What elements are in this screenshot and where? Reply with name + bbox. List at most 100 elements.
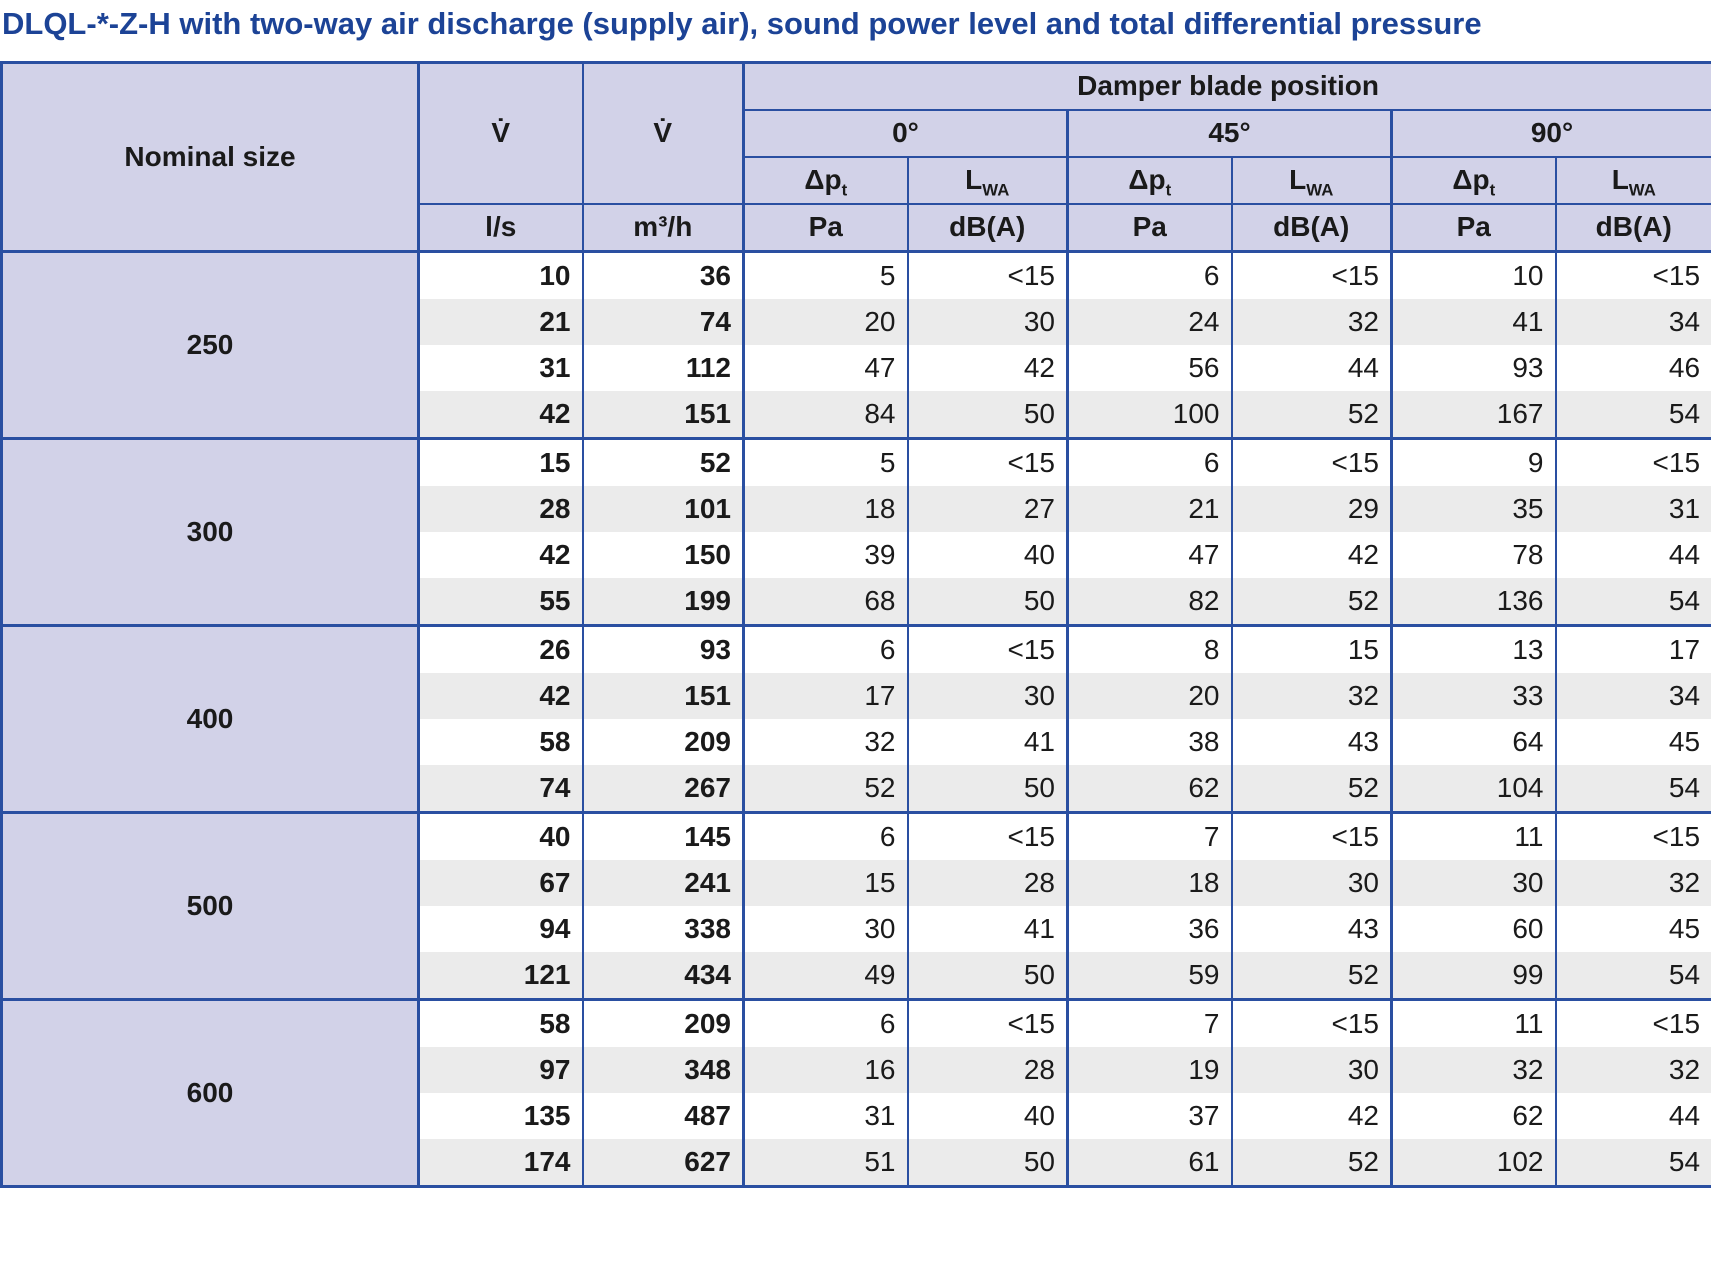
table-row: 500 40 145 6 <15 7 <15 11 <15 xyxy=(0,810,1711,1000)
value-cell: 50 xyxy=(906,1138,1069,1187)
value-cell: 61 xyxy=(1066,1138,1233,1187)
size-section: 500 40 145 6 <15 7 <15 11 <15 67 241 15 28 18 30 30 32 94… xyxy=(0,810,1711,1000)
header-lwa-90: LWA xyxy=(1554,155,1711,205)
value-cell: 67 xyxy=(417,859,584,906)
value-cell: <15 xyxy=(1554,249,1711,299)
value-cell: 7 xyxy=(1066,997,1233,1047)
value-cell: 112 xyxy=(581,344,745,391)
header-unit-ls: l/s xyxy=(417,202,584,253)
value-cell: 24 xyxy=(1066,298,1233,345)
value-cell: 135 xyxy=(417,1092,584,1139)
value-cell: 74 xyxy=(581,298,745,345)
dpt-sub: t xyxy=(1165,181,1172,200)
value-cell: 150 xyxy=(581,531,745,578)
header-damper-blade-position: Damper blade position xyxy=(741,61,1711,111)
value-cell: 21 xyxy=(417,298,584,345)
value-cell: 93 xyxy=(581,623,745,673)
header-dpt-45: Δpt xyxy=(1066,155,1233,205)
value-cell: 42 xyxy=(1230,531,1393,578)
value-cell: 35 xyxy=(1390,485,1557,532)
header-unit-dba-0: dB(A) xyxy=(906,202,1069,253)
value-cell: 31 xyxy=(742,1092,909,1139)
value-cell: 18 xyxy=(1066,859,1233,906)
header-unit-dba-90: dB(A) xyxy=(1554,202,1711,253)
value-cell: <15 xyxy=(1554,436,1711,486)
value-cell: 30 xyxy=(1390,859,1557,906)
value-cell: 52 xyxy=(1230,764,1393,813)
value-cell: 78 xyxy=(1390,531,1557,578)
value-cell: 104 xyxy=(1390,764,1557,813)
value-cell: 5 xyxy=(742,249,909,299)
value-cell: 6 xyxy=(742,997,909,1047)
value-cell: 40 xyxy=(906,1092,1069,1139)
table-row: 74 267 52 50 62 52 104 54 xyxy=(2,764,1711,813)
value-cell: 37 xyxy=(1066,1092,1233,1139)
dpt-sub: t xyxy=(1489,181,1496,200)
header-unit-pa-45: Pa xyxy=(1066,202,1233,253)
value-cell: 52 xyxy=(1230,577,1393,626)
value-cell: 9 xyxy=(1390,436,1557,486)
value-cell: 68 xyxy=(742,577,909,626)
value-cell: 30 xyxy=(1230,859,1393,906)
value-cell: 15 xyxy=(1230,623,1393,673)
size-section: 400 26 93 6 <15 8 15 13 17 42 151 17 30 20 32 33 34 58 209… xyxy=(0,623,1711,813)
value-cell: 5 xyxy=(742,436,909,486)
value-cell: 36 xyxy=(1066,905,1233,952)
nominal-size-cell: 500 xyxy=(0,810,420,1000)
value-cell: 6 xyxy=(1066,436,1233,486)
value-cell: 93 xyxy=(1390,344,1557,391)
value-cell: 30 xyxy=(906,672,1069,719)
value-cell: 60 xyxy=(1390,905,1557,952)
value-cell: 267 xyxy=(581,764,745,813)
value-cell: 338 xyxy=(581,905,745,952)
header-angle-45: 45° xyxy=(1066,108,1393,158)
value-cell: 82 xyxy=(1066,577,1233,626)
value-cell: 6 xyxy=(1066,249,1233,299)
value-cell: 136 xyxy=(1390,577,1557,626)
page-title: DLQL-*-Z-H with two-way air discharge (s… xyxy=(2,6,1482,41)
lwa-base: L xyxy=(1611,164,1629,196)
header-unit-pa-0: Pa xyxy=(742,202,909,253)
value-cell: 32 xyxy=(1230,298,1393,345)
value-cell: 151 xyxy=(581,672,745,719)
value-cell: 62 xyxy=(1390,1092,1557,1139)
value-cell: 50 xyxy=(906,951,1069,1000)
value-cell: 44 xyxy=(1554,531,1711,578)
value-cell: 43 xyxy=(1230,905,1393,952)
table-row: 31 112 47 42 56 44 93 46 xyxy=(2,344,1711,391)
value-cell: 28 xyxy=(906,1046,1069,1093)
value-cell: 38 xyxy=(1066,718,1233,765)
value-cell: 32 xyxy=(1554,859,1711,906)
table-row: 174 627 51 50 61 52 102 54 xyxy=(2,1138,1711,1187)
value-cell: 99 xyxy=(1390,951,1557,1000)
value-cell: 54 xyxy=(1554,577,1711,626)
value-cell: 209 xyxy=(581,718,745,765)
header-unit-dba-45: dB(A) xyxy=(1230,202,1393,253)
value-cell: 8 xyxy=(1066,623,1233,673)
header-row-quantities: Δpt LWA Δpt LWA Δpt LWA xyxy=(2,155,1711,205)
value-cell: 50 xyxy=(906,390,1069,439)
value-cell: 47 xyxy=(1066,531,1233,578)
value-cell: <15 xyxy=(1230,997,1393,1047)
lwa-base: L xyxy=(1289,164,1307,196)
value-cell: 97 xyxy=(417,1046,584,1093)
value-cell: 28 xyxy=(417,485,584,532)
value-cell: 20 xyxy=(1066,672,1233,719)
value-cell: <15 xyxy=(1230,810,1393,860)
table-row: 55 199 68 50 82 52 136 54 xyxy=(2,577,1711,626)
value-cell: 54 xyxy=(1554,390,1711,439)
value-cell: 47 xyxy=(742,344,909,391)
dpt-base: Δp xyxy=(1452,164,1490,196)
header-lwa-0: LWA xyxy=(906,155,1069,205)
value-cell: 434 xyxy=(581,951,745,1000)
value-cell: 58 xyxy=(417,997,584,1047)
value-cell: 30 xyxy=(1230,1046,1393,1093)
size-section: 300 15 52 5 <15 6 <15 9 <15 28 101 18 27 21 29 35 31 42 15… xyxy=(0,436,1711,626)
value-cell: 101 xyxy=(581,485,745,532)
table-row: 97 348 16 28 19 30 32 32 xyxy=(2,1046,1711,1093)
value-cell: 45 xyxy=(1554,718,1711,765)
value-cell: 241 xyxy=(581,859,745,906)
value-cell: 209 xyxy=(581,997,745,1047)
value-cell: 41 xyxy=(1390,298,1557,345)
value-cell: 100 xyxy=(1066,390,1233,439)
